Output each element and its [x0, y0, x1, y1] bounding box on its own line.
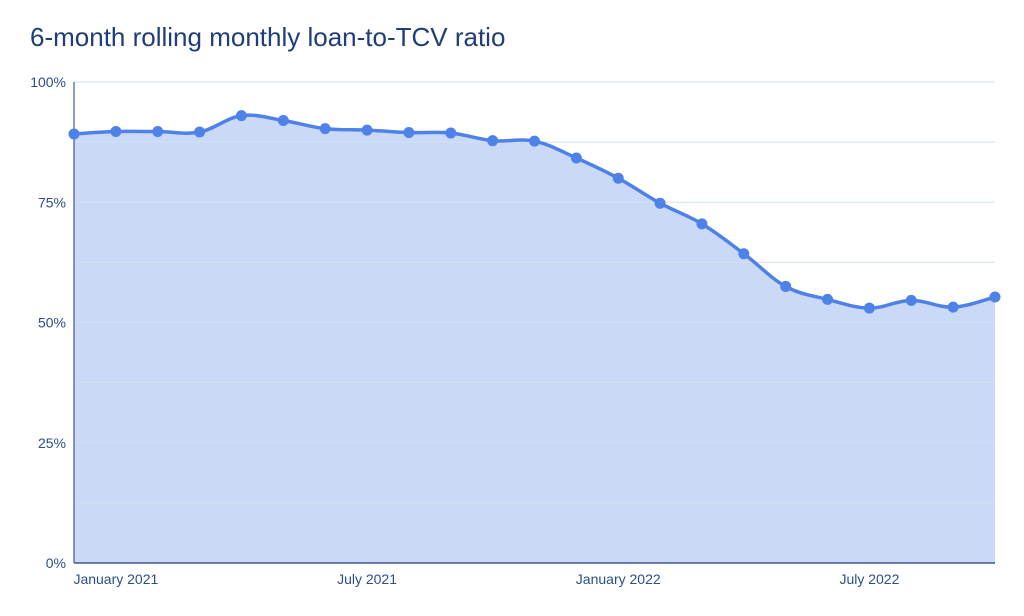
data-point	[947, 301, 959, 313]
data-point	[487, 135, 499, 147]
data-point	[403, 127, 415, 139]
data-point	[110, 126, 122, 138]
x-tick-label: July 2021	[337, 571, 397, 587]
x-tick-label: January 2022	[576, 571, 661, 587]
data-point	[152, 126, 164, 138]
x-tick-label: January 2021	[73, 571, 158, 587]
y-tick-label: 50%	[38, 315, 66, 331]
data-point	[822, 293, 834, 305]
data-point	[738, 248, 750, 260]
data-point	[654, 197, 666, 209]
x-tick-label: July 2022	[839, 571, 899, 587]
data-point	[696, 218, 708, 230]
data-point	[445, 127, 457, 139]
data-point	[989, 291, 1001, 303]
data-point	[194, 126, 206, 138]
y-tick-label: 100%	[30, 74, 66, 90]
y-tick-label: 0%	[46, 555, 66, 571]
data-point	[905, 294, 917, 306]
chart-title: 6-month rolling monthly loan-to-TCV rati…	[30, 22, 506, 52]
data-point	[319, 123, 331, 135]
data-point	[863, 302, 875, 314]
data-point	[68, 128, 80, 140]
data-point	[277, 114, 289, 126]
data-point	[235, 110, 247, 122]
data-point	[529, 135, 540, 147]
data-point	[612, 172, 624, 184]
y-tick-label: 25%	[38, 435, 66, 451]
y-tick-label: 75%	[38, 194, 66, 210]
data-point	[361, 124, 373, 136]
area-fill	[74, 115, 995, 564]
data-point	[780, 280, 792, 292]
data-point	[570, 152, 582, 164]
